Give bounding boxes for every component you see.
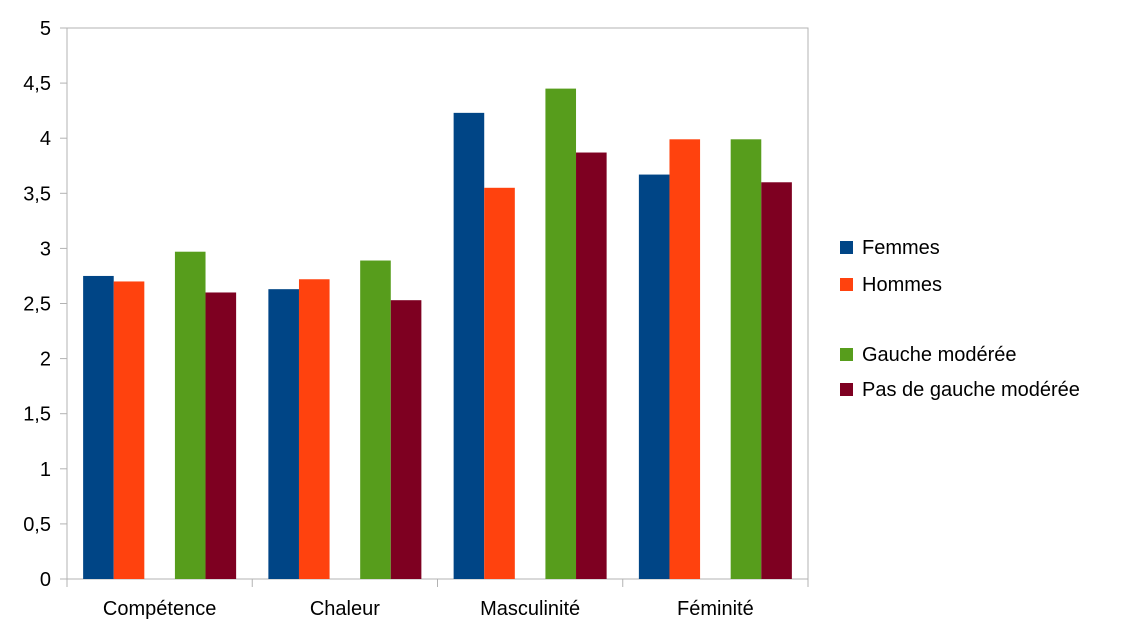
bar-2-3 bbox=[730, 139, 762, 579]
bar-2-0 bbox=[174, 251, 206, 579]
bar-3-2 bbox=[576, 152, 607, 579]
legend-swatch bbox=[840, 241, 853, 254]
legend-label: Femmes bbox=[862, 237, 940, 259]
y-tick-label: 2 bbox=[40, 349, 51, 371]
bar-1-1 bbox=[298, 279, 330, 579]
bar-1-3 bbox=[669, 139, 701, 579]
bars bbox=[83, 88, 792, 580]
legend-swatch bbox=[840, 348, 853, 361]
x-tick-label: Féminité bbox=[677, 598, 754, 620]
y-tick-label: 1,5 bbox=[23, 404, 51, 426]
y-tick-label: 3,5 bbox=[23, 183, 51, 205]
legend-label: Gauche modérée bbox=[862, 344, 1017, 366]
y-tick-label: 0 bbox=[40, 569, 51, 591]
y-tick-label: 0,5 bbox=[23, 514, 51, 536]
bar-2-2 bbox=[545, 88, 577, 580]
legend-label: Hommes bbox=[862, 274, 942, 296]
bar-1-0 bbox=[113, 281, 145, 579]
legend-swatch bbox=[840, 383, 853, 396]
y-tick-label: 2,5 bbox=[23, 294, 51, 316]
bar-3-3 bbox=[761, 182, 792, 579]
bar-3-1 bbox=[390, 300, 422, 579]
y-tick-label: 3 bbox=[40, 238, 51, 260]
bar-0-2 bbox=[453, 112, 485, 579]
legend: Femmes Hommes Gauche modérée Pas de gauche … bbox=[840, 237, 1080, 401]
y-tick-label: 1 bbox=[40, 459, 51, 481]
y-tick-label: 5 bbox=[40, 18, 51, 40]
bar-3-0 bbox=[205, 292, 237, 579]
legend-swatch bbox=[840, 278, 853, 291]
bar-2-1 bbox=[360, 260, 391, 579]
bar-0-0 bbox=[83, 275, 114, 579]
x-tick-label: Masculinité bbox=[480, 598, 580, 620]
legend-label: Pas de gauche modérée bbox=[862, 379, 1080, 401]
x-tick-label: Compétence bbox=[103, 598, 216, 620]
y-tick-label: 4,5 bbox=[23, 73, 51, 95]
bar-0-1 bbox=[268, 289, 299, 579]
bar-1-2 bbox=[484, 187, 515, 580]
y-tick-label: 4 bbox=[40, 128, 51, 150]
x-axis: Compétence Chaleur Masculinité Féminité bbox=[66, 579, 809, 620]
x-tick-label: Chaleur bbox=[310, 598, 380, 620]
bar-0-3 bbox=[638, 174, 670, 580]
